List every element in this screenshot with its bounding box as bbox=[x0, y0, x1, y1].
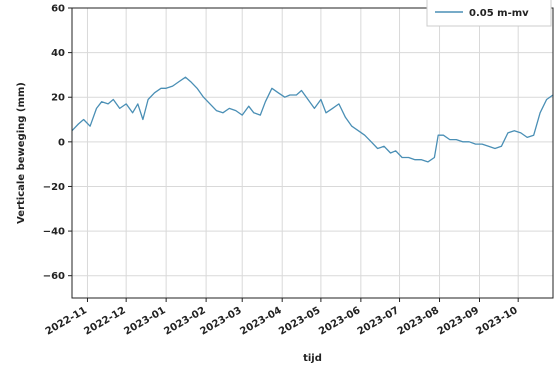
x-tick-label: 2023-08 bbox=[396, 305, 441, 337]
y-tick-label: −40 bbox=[43, 227, 65, 238]
x-tick-label: 2023-04 bbox=[238, 305, 283, 337]
x-tick-label: 2023-07 bbox=[356, 305, 401, 337]
legend-box bbox=[426, 0, 552, 27]
series-layer bbox=[71, 76, 554, 163]
x-axis-label: tijd bbox=[303, 353, 322, 364]
x-axis-ticks: 2022-112022-122023-012023-022023-032023-… bbox=[44, 298, 520, 338]
y-tick-label: 40 bbox=[51, 48, 65, 59]
series-line bbox=[71, 76, 554, 163]
x-tick-label: 2023-05 bbox=[277, 305, 322, 337]
x-tick-label: 2023-01 bbox=[122, 305, 167, 337]
x-tick-label: 2023-10 bbox=[474, 305, 519, 337]
y-axis-label: Verticale beweging (mm) bbox=[16, 82, 27, 224]
plot-frame bbox=[71, 7, 554, 299]
y-tick-label: 20 bbox=[51, 93, 65, 104]
legend-label: 0.05 m-mv bbox=[469, 8, 529, 19]
grid bbox=[72, 7, 553, 298]
legend: 0.05 m-mv bbox=[426, 0, 552, 27]
x-tick-label: 2023-03 bbox=[198, 305, 243, 337]
x-tick-label: 2023-09 bbox=[436, 305, 481, 337]
x-tick-label: 2022-12 bbox=[82, 305, 127, 337]
y-tick-label: 60 bbox=[51, 4, 65, 15]
x-tick-label: 2023-06 bbox=[317, 305, 362, 337]
y-tick-label: 0 bbox=[58, 137, 65, 148]
y-tick-label: −60 bbox=[43, 271, 65, 282]
x-tick-label: 2022-11 bbox=[44, 305, 89, 337]
y-axis-ticks: −60 −40 −20 0 20 40 60 bbox=[43, 4, 72, 282]
y-tick-label: −20 bbox=[43, 182, 65, 193]
